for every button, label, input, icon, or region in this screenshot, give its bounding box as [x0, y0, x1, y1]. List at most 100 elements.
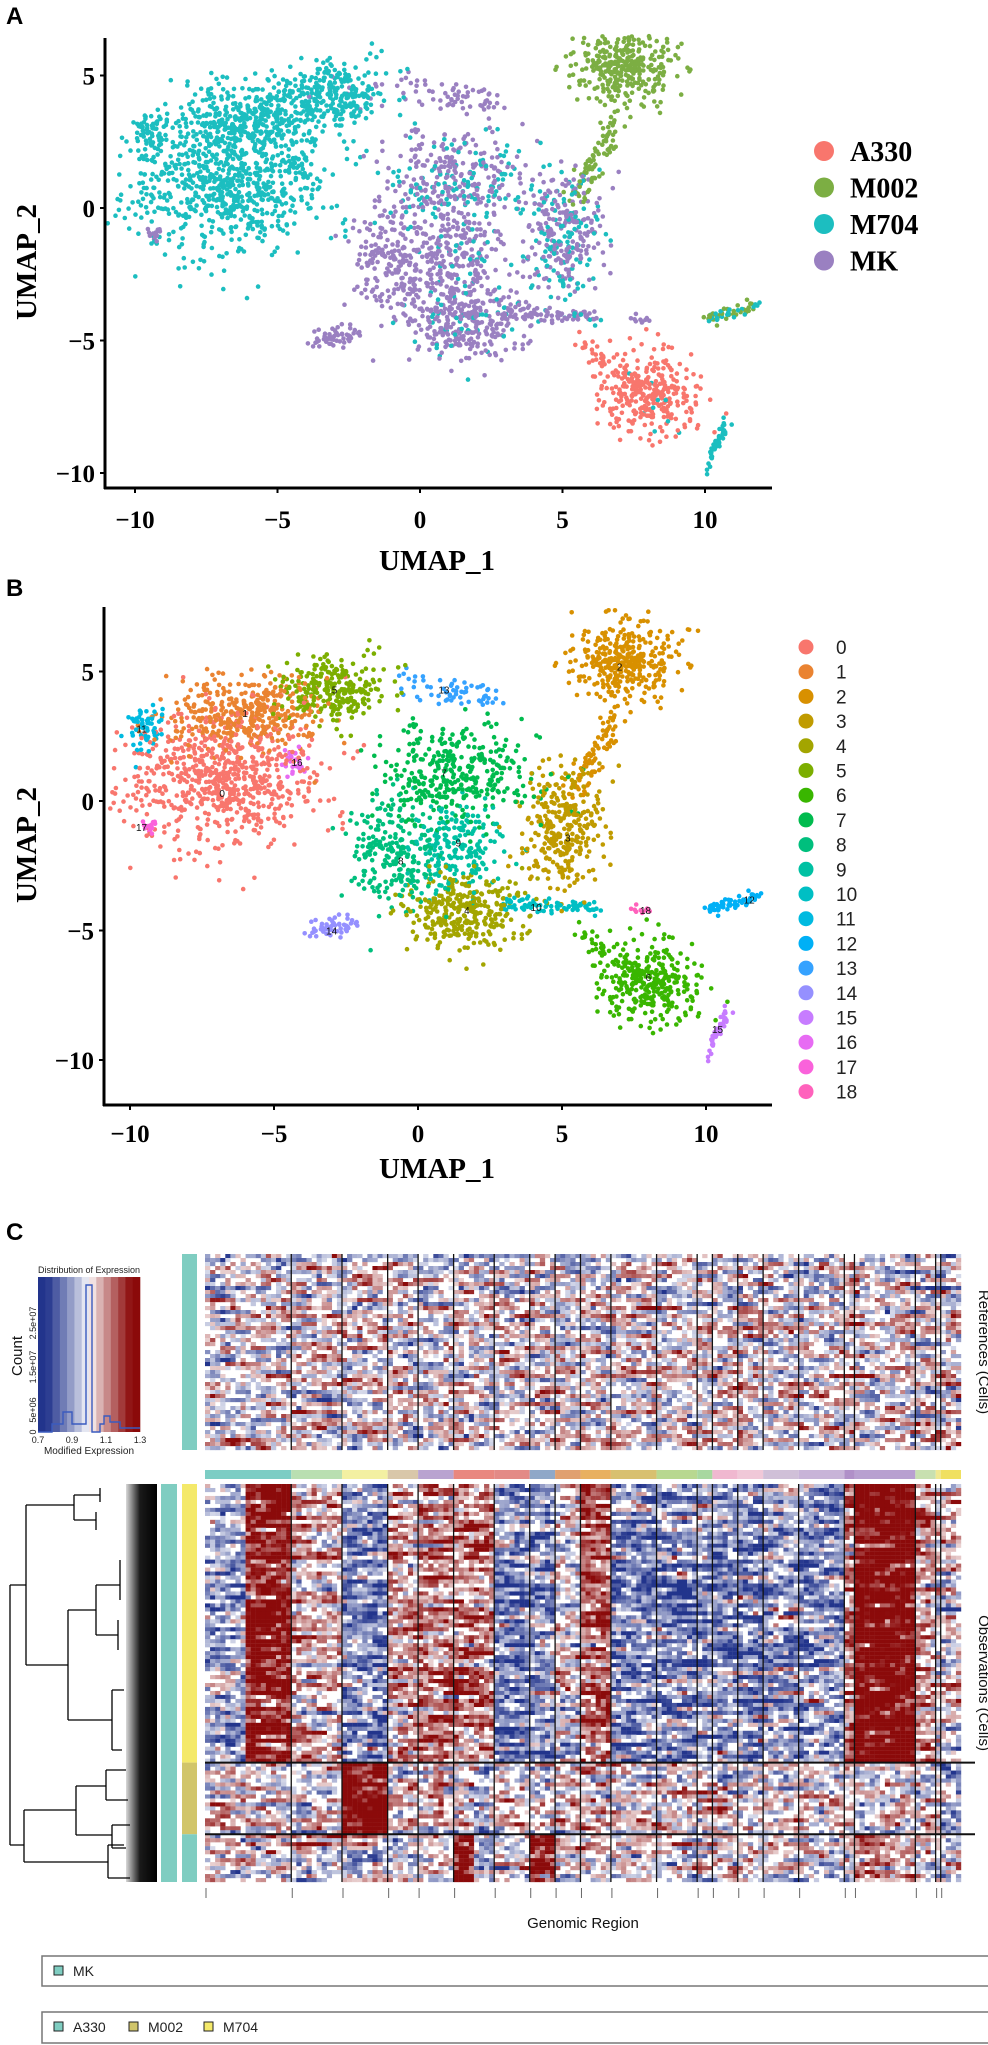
data-point	[661, 50, 666, 55]
data-point	[174, 178, 179, 183]
data-point	[185, 154, 190, 160]
data-point	[581, 35, 587, 41]
data-point	[228, 190, 233, 195]
data-point	[221, 268, 227, 274]
data-point	[573, 219, 578, 225]
data-point	[668, 58, 674, 63]
data-point	[453, 233, 459, 238]
data-point	[636, 49, 641, 54]
data-point	[479, 350, 484, 356]
data-point	[206, 92, 211, 97]
data-point	[196, 148, 202, 154]
data-point	[190, 99, 195, 104]
data-point	[584, 251, 589, 256]
data-point	[203, 208, 209, 214]
data-point	[603, 69, 608, 74]
data-point	[496, 195, 502, 201]
data-point	[396, 747, 401, 753]
data-point	[521, 333, 527, 339]
data-point	[590, 929, 595, 934]
data-point	[190, 732, 195, 737]
data-point	[409, 239, 414, 244]
data-point	[419, 891, 424, 896]
data-point	[136, 199, 141, 204]
data-point	[208, 186, 213, 191]
data-point	[430, 253, 436, 259]
data-point	[578, 234, 583, 240]
data-point	[551, 238, 557, 244]
data-point	[439, 164, 444, 169]
data-point	[547, 162, 552, 168]
data-point	[270, 95, 275, 100]
data-point	[381, 98, 387, 103]
data-point	[357, 228, 362, 234]
data-point	[518, 181, 523, 186]
data-point	[315, 66, 321, 72]
data-point	[486, 194, 491, 199]
data-point	[426, 868, 432, 873]
data-point	[631, 408, 637, 413]
data-point	[139, 215, 144, 220]
data-point	[413, 262, 419, 268]
data-point	[636, 66, 642, 72]
data-point	[479, 103, 485, 109]
data-point	[637, 77, 642, 83]
data-point	[341, 340, 347, 345]
data-point	[486, 105, 491, 110]
y-tick-label: −10	[56, 461, 95, 488]
data-point	[708, 986, 714, 991]
data-point	[464, 341, 469, 347]
data-point	[271, 189, 276, 195]
x-axis-label: UMAP_1	[379, 545, 495, 577]
data-point	[657, 77, 662, 82]
data-point	[440, 189, 445, 195]
data-point	[637, 41, 642, 46]
data-point	[403, 313, 408, 318]
data-point	[580, 40, 586, 45]
data-point	[578, 312, 584, 317]
data-point	[455, 225, 461, 230]
data-point	[183, 177, 189, 182]
data-point	[480, 195, 486, 201]
data-point	[458, 145, 463, 151]
data-point	[229, 130, 234, 136]
data-point	[149, 143, 154, 148]
data-point	[573, 62, 579, 67]
data-point	[403, 75, 409, 81]
data-point	[453, 248, 458, 254]
data-point	[605, 374, 610, 379]
data-point	[225, 180, 231, 185]
data-point	[472, 191, 477, 197]
data-point	[657, 628, 663, 634]
data-point	[693, 400, 698, 405]
data-point	[465, 179, 471, 185]
data-point	[449, 264, 455, 269]
data-point	[570, 202, 576, 207]
data-point	[369, 249, 375, 255]
data-point	[310, 149, 315, 154]
data-point	[158, 206, 164, 211]
data-point	[359, 265, 365, 270]
data-point	[681, 400, 686, 406]
data-point	[289, 113, 294, 119]
data-point	[655, 397, 661, 403]
data-point	[582, 340, 588, 345]
data-point	[495, 155, 500, 160]
data-point	[607, 338, 613, 344]
data-point	[567, 73, 572, 78]
data-point	[359, 291, 364, 296]
data-point	[445, 216, 451, 222]
data-point	[491, 105, 497, 110]
data-point	[558, 159, 564, 164]
data-point	[312, 780, 318, 785]
data-point	[488, 318, 494, 323]
data-point	[607, 421, 613, 427]
data-point	[305, 100, 311, 105]
data-point	[240, 174, 245, 180]
data-point	[271, 85, 277, 90]
data-point	[164, 137, 169, 143]
data-point	[298, 117, 303, 123]
data-point	[602, 698, 608, 703]
data-point	[191, 143, 196, 149]
data-point	[307, 78, 313, 83]
